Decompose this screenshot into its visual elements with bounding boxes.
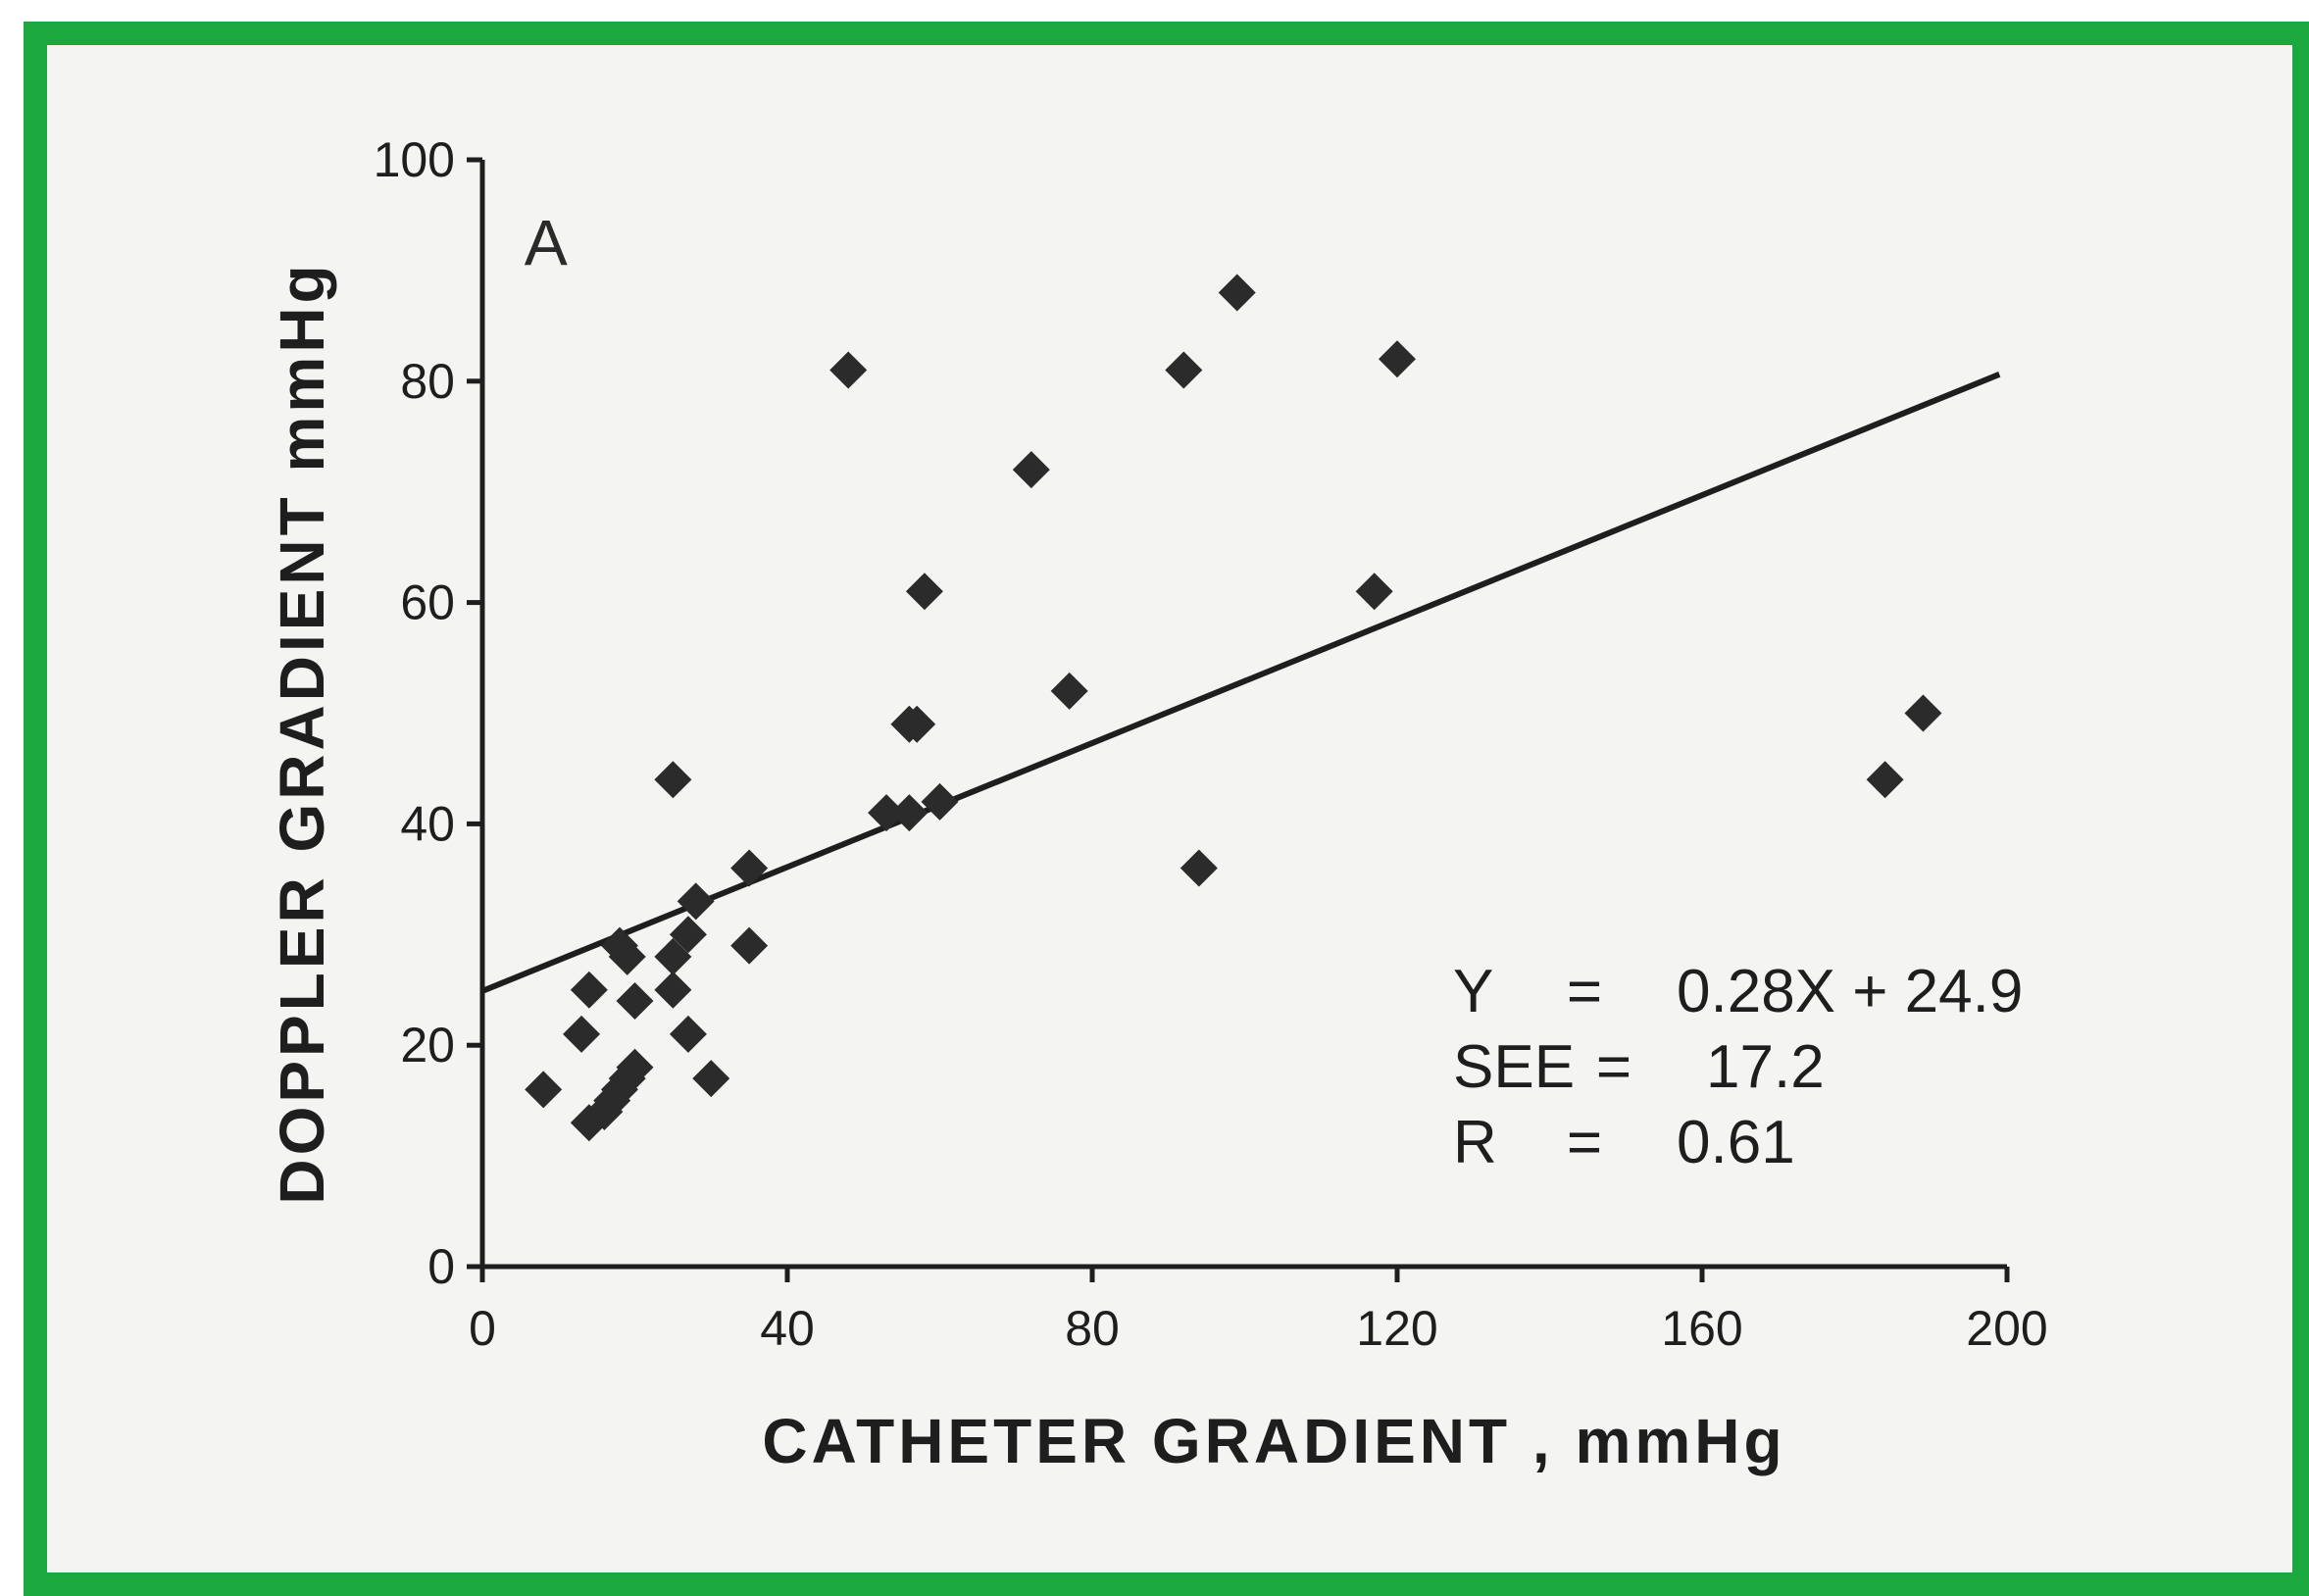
data-point [1050, 672, 1088, 710]
data-point [669, 1015, 707, 1053]
data-point [730, 926, 769, 965]
data-point [1165, 351, 1203, 389]
data-point [1866, 761, 1904, 799]
stat-value: 0.28X + 24.9 [1677, 958, 2023, 1025]
data-point [921, 782, 959, 821]
x-tick-label: 40 [760, 1301, 815, 1356]
data-point [1904, 694, 1942, 732]
regression-line [480, 372, 2001, 994]
stat-label: R [1453, 1109, 1497, 1176]
data-point [525, 1071, 563, 1109]
ticks-layer: 0 40 80 120 160 200 0 20 40 60 80 100 [374, 132, 2048, 1356]
data-point [898, 705, 936, 743]
stat-label: SEE [1453, 1033, 1575, 1101]
data-point [654, 971, 692, 1009]
axes-layer [479, 160, 2007, 1270]
data-point [1218, 274, 1256, 312]
x-axis-title: CATHETER GRADIENT , mmHg [762, 1406, 1785, 1476]
data-point [654, 937, 692, 975]
regression-layer [480, 372, 2001, 994]
y-tick-label: 20 [400, 1018, 455, 1072]
data-point [608, 937, 646, 975]
stat-value: 17.2 [1706, 1033, 1825, 1101]
data-point [890, 794, 929, 832]
points-layer [525, 274, 1942, 1142]
y-tick-label: 60 [400, 575, 455, 630]
data-point [654, 761, 692, 799]
y-tick-label: 40 [400, 796, 455, 851]
y-axis-title: DOPPLER GRADIENT mmHg [267, 261, 337, 1204]
scatter-chart: 0 40 80 120 160 200 0 20 40 60 80 100 CATHETER GRAD… [267, 132, 2048, 1476]
chart-frame: 0 40 80 120 160 200 0 20 40 60 80 100 CATHETER GRAD… [24, 22, 2309, 1596]
y-tick-label: 0 [427, 1239, 455, 1294]
panel-label: A [525, 206, 568, 278]
stat-equals: = [1596, 1033, 1631, 1101]
stat-value: 0.61 [1677, 1109, 1795, 1176]
data-point [563, 1015, 601, 1053]
data-point [570, 971, 608, 1009]
data-point [868, 794, 906, 832]
stat-equals: = [1567, 958, 1602, 1025]
regression-stats: Y = 0.28X + 24.9 SEE = 17.2 R = 0.61 [1453, 958, 2023, 1176]
x-tick-label: 160 [1661, 1301, 1742, 1356]
data-point [677, 882, 715, 921]
data-point [1379, 340, 1416, 378]
x-tick-label: 0 [469, 1301, 496, 1356]
data-point [829, 351, 868, 389]
data-point [1355, 573, 1393, 611]
data-point [1180, 849, 1218, 887]
data-point [730, 849, 769, 887]
data-point [692, 1060, 730, 1098]
x-tick-label: 120 [1356, 1301, 1437, 1356]
data-point [1012, 451, 1050, 489]
data-point [616, 1048, 654, 1086]
data-point [616, 982, 654, 1021]
stat-equals: = [1567, 1109, 1602, 1176]
y-tick-label: 80 [400, 354, 455, 409]
y-tick-label: 100 [374, 132, 455, 187]
stat-label: Y [1453, 958, 1493, 1025]
data-point [905, 573, 943, 611]
x-tick-label: 200 [1966, 1301, 2047, 1356]
data-point [669, 916, 707, 954]
x-tick-label: 80 [1065, 1301, 1120, 1356]
